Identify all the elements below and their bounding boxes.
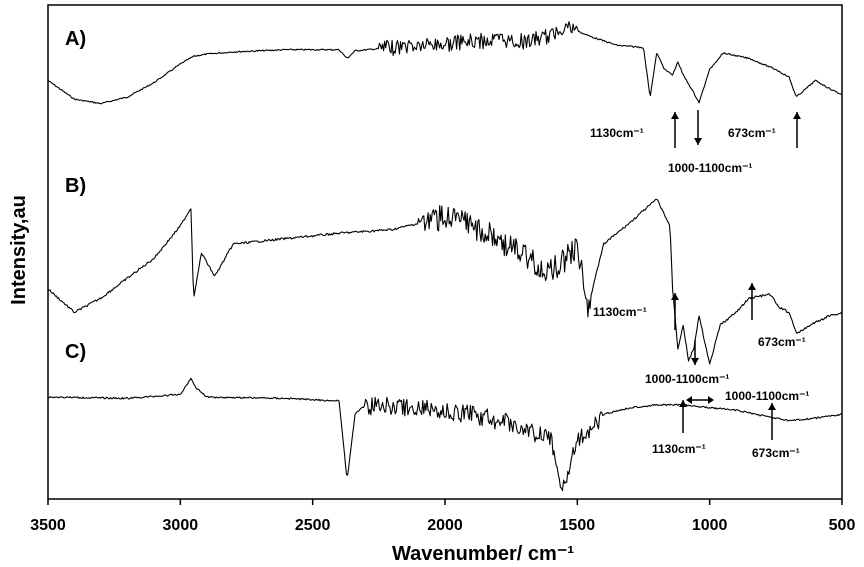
- annotation-label: 1130cm⁻¹: [590, 126, 644, 140]
- y-axis-title: Intensity,au: [8, 195, 30, 305]
- panel-label-1: A): [65, 28, 86, 50]
- peak-annotation: 673cm⁻¹: [752, 403, 800, 460]
- annotation-arrowhead: [694, 138, 702, 145]
- x-tick-label: 500: [829, 517, 856, 534]
- annotation-label: 1130cm⁻¹: [593, 305, 647, 319]
- peak-annotation: 1130cm⁻¹: [590, 112, 679, 148]
- annotation-label: 1000-1100cm⁻¹: [668, 161, 752, 175]
- panel-label-2: B): [65, 175, 86, 197]
- x-tick-label: 1000: [692, 517, 728, 534]
- annotation-label: 1130cm⁻¹: [652, 442, 706, 456]
- spectrum-line-3: [47, 377, 843, 492]
- peak-annotation: 673cm⁻¹: [748, 283, 806, 349]
- peak-annotation: 1130cm⁻¹: [652, 400, 706, 456]
- annotation-arrowhead: [708, 396, 714, 404]
- x-axis-ticks: 3500 3000 2500 2000 1500 1000 500: [30, 499, 855, 534]
- annotation-label: 1000-1100cm⁻¹: [725, 389, 809, 403]
- x-tick-label: 2000: [427, 517, 463, 534]
- panel-label-3: C): [65, 341, 86, 363]
- annotation-label: 673cm⁻¹: [752, 446, 800, 460]
- peak-annotation: 673cm⁻¹: [728, 112, 801, 148]
- spectrum-line-1: [47, 21, 843, 105]
- peak-annotations: 1130cm⁻¹ 1000-1100cm⁻¹ 673cm⁻¹ 1130cm⁻¹ 1000…: [590, 110, 809, 460]
- annotation-arrowhead: [671, 293, 679, 300]
- annotation-label: 1000-1100cm⁻¹: [645, 372, 729, 386]
- annotation-arrowhead: [686, 396, 692, 404]
- spectrum-line-2: [47, 198, 843, 365]
- peak-annotation: 1000-1100cm⁻¹: [645, 340, 729, 386]
- plot-frame: [47, 4, 843, 500]
- peak-annotation: 1130cm⁻¹: [593, 293, 679, 330]
- annotation-arrowhead: [679, 400, 687, 407]
- x-tick-label: 3000: [163, 517, 199, 534]
- x-axis-title: Wavenumber/ cm⁻¹: [392, 543, 574, 565]
- annotation-label: 673cm⁻¹: [728, 126, 776, 140]
- annotation-arrowhead: [768, 403, 776, 410]
- annotation-arrowhead: [748, 283, 756, 290]
- spectra-series: A) B) C): [47, 21, 843, 492]
- x-tick-label: 2500: [295, 517, 331, 534]
- peak-annotation: 1000-1100cm⁻¹: [668, 110, 752, 175]
- annotation-arrowhead: [691, 358, 699, 365]
- x-tick-label: 1500: [560, 517, 596, 534]
- annotation-arrowhead: [671, 112, 679, 119]
- peak-annotation: 1000-1100cm⁻¹: [686, 389, 809, 404]
- x-tick-label: 3500: [30, 517, 66, 534]
- annotation-arrowhead: [793, 112, 801, 119]
- annotation-label: 673cm⁻¹: [758, 335, 806, 349]
